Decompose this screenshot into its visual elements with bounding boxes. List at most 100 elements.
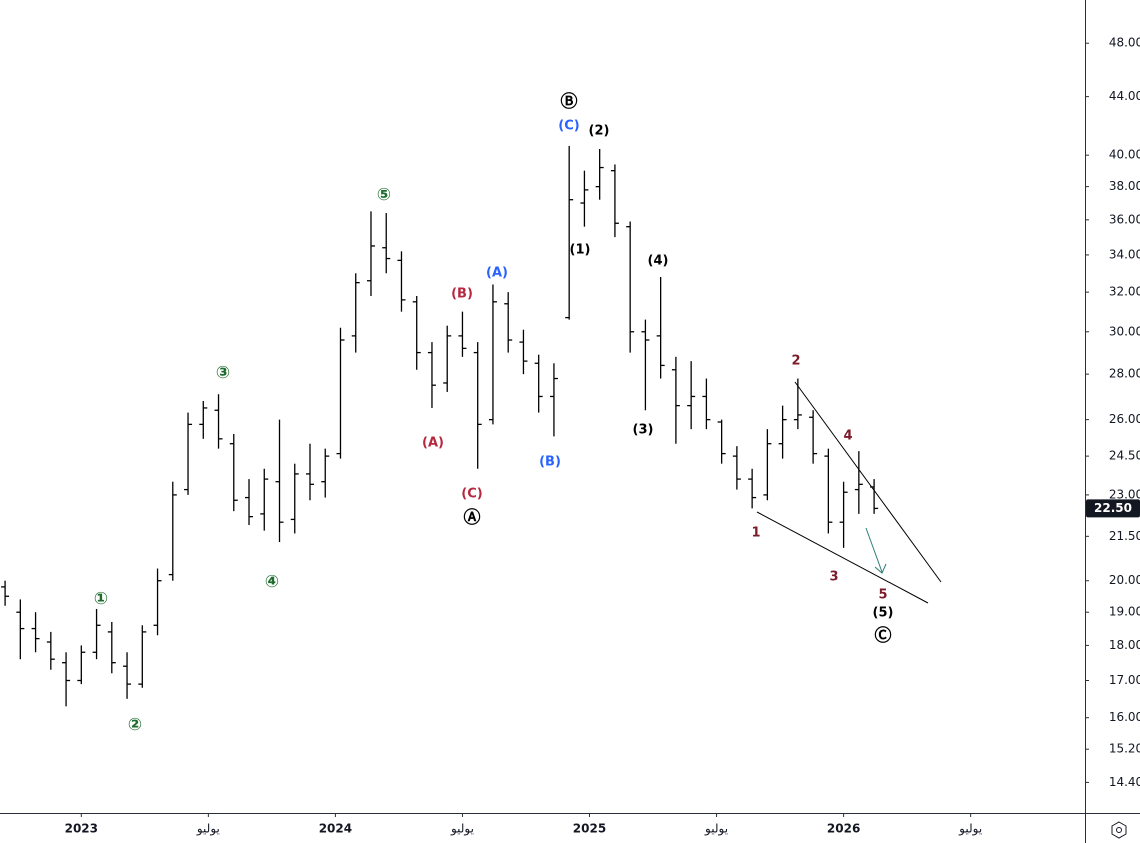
price-tag-label: 22.50 — [1094, 501, 1132, 515]
settings-icon[interactable] — [1111, 821, 1127, 839]
ohlc-bar — [671, 356, 680, 444]
y-tick-label: 32.00 — [1109, 285, 1140, 299]
ohlc-bar — [687, 361, 696, 430]
wedge — [756, 381, 942, 604]
y-tick-label: 44.00 — [1109, 89, 1140, 103]
x-tick-label: يوليو — [450, 822, 474, 837]
y-tick-label: 16.00 — [1109, 710, 1140, 724]
ohlc-bar — [168, 481, 177, 581]
ohlc-bar — [504, 292, 513, 353]
wave-label: Ⓑ — [561, 91, 578, 112]
wave-label: (2) — [589, 124, 610, 139]
ohlc-bar — [260, 468, 269, 531]
y-tick-label: 15.20 — [1109, 742, 1140, 756]
y-tick-label: 19.00 — [1109, 605, 1140, 619]
ohlc-bar — [732, 446, 741, 490]
y-tick-label: 48.00 — [1109, 36, 1140, 50]
x-tick-label: يوليو — [704, 822, 728, 837]
ohlc-bar — [473, 342, 482, 469]
ohlc-bar — [397, 251, 406, 312]
y-tick-label: 21.50 — [1109, 529, 1140, 543]
wave-label: 3 — [829, 570, 838, 585]
ohlc-bar — [488, 284, 497, 425]
ohlc-bar — [549, 363, 558, 437]
wave-label: (5) — [873, 606, 894, 621]
ohlc-bar — [199, 401, 208, 439]
wave-label: 4 — [843, 429, 852, 444]
ohlc-bar — [382, 213, 391, 274]
x-tick-label: 2026 — [827, 822, 860, 836]
settings-icon-dot[interactable] — [1116, 827, 1122, 833]
wedge-upper-line — [794, 381, 942, 583]
ohlc-bar — [229, 433, 238, 512]
ohlc-bar — [351, 273, 360, 353]
wave-label: Ⓐ — [464, 507, 481, 528]
ohlc-bar — [763, 429, 772, 501]
ohlc-bar — [77, 645, 86, 685]
ohlc-bar — [153, 568, 162, 636]
x-tick-label: يوليو — [196, 822, 220, 837]
ohlc-bar — [809, 410, 818, 464]
ohlc-bar — [245, 479, 254, 525]
x-tick-label: يوليو — [958, 822, 982, 837]
ohlc-bar — [595, 149, 604, 200]
ohlc-bar — [443, 325, 452, 392]
ohlc-bar — [92, 608, 101, 660]
wave-label: 5 — [878, 588, 887, 603]
wave-label: 1 — [751, 526, 760, 541]
ohlc-bar — [610, 164, 619, 238]
ohlc-bar — [427, 342, 436, 408]
ohlc-bar — [16, 599, 25, 660]
ohlc-bar — [748, 468, 757, 509]
ohlc-bar — [824, 448, 833, 534]
y-tick-label: 34.00 — [1109, 247, 1140, 261]
wedge-lower-line — [756, 511, 929, 604]
wave-label: ④ — [265, 572, 279, 592]
ohlc-bar — [870, 479, 879, 514]
arrow-head — [874, 563, 887, 574]
wave-label: (3) — [633, 423, 654, 438]
ohlc-bar — [702, 378, 711, 430]
x-tick-label: 2025 — [573, 822, 606, 836]
x-tick-label: 2024 — [319, 822, 352, 836]
ohlc-bar — [580, 170, 589, 227]
y-tick-label: 30.00 — [1109, 324, 1140, 338]
ohlc-bar — [717, 419, 726, 464]
ohlc-bar — [656, 276, 665, 379]
ohlc-bar — [275, 419, 284, 543]
y-tick-label: 26.00 — [1109, 412, 1140, 426]
x-tick-label: 2023 — [65, 822, 98, 836]
ohlc-bar — [412, 296, 421, 370]
ohlc-bar — [290, 463, 299, 534]
y-tick-label: 14.40 — [1109, 775, 1140, 789]
wave-label: (C) — [558, 119, 579, 134]
ohlc-bar — [778, 405, 787, 459]
ohlc-bar — [839, 481, 848, 548]
ohlc-bar — [138, 625, 147, 688]
ohlc-bar — [641, 319, 650, 411]
ohlc-bar — [336, 327, 345, 459]
y-tick-label: 28.00 — [1109, 367, 1140, 381]
ohlc-bar — [793, 378, 802, 430]
ohlc-bar — [1, 580, 10, 606]
wave-label: ⑤ — [377, 185, 391, 205]
y-tick-label: 24.50 — [1109, 449, 1140, 463]
ohlc-bar — [626, 221, 635, 353]
wave-label: ① — [94, 589, 108, 609]
settings-icon-hex[interactable] — [1111, 821, 1127, 839]
wave-label: (A) — [486, 266, 508, 281]
ohlc-bar — [214, 394, 223, 449]
ohlc-bar — [366, 211, 375, 297]
ohlc-bar — [62, 652, 71, 707]
y-tick-label: 40.00 — [1109, 148, 1140, 162]
ohlc-bar — [184, 412, 193, 495]
y-tick-label: 23.00 — [1109, 487, 1140, 501]
y-tick-label: 36.00 — [1109, 212, 1140, 226]
ohlc-bar — [519, 329, 528, 375]
ohlc-bar — [107, 621, 116, 674]
ohlc-bar — [565, 146, 574, 320]
ohlc-bar — [46, 631, 55, 670]
wave-label: (C) — [461, 487, 482, 502]
